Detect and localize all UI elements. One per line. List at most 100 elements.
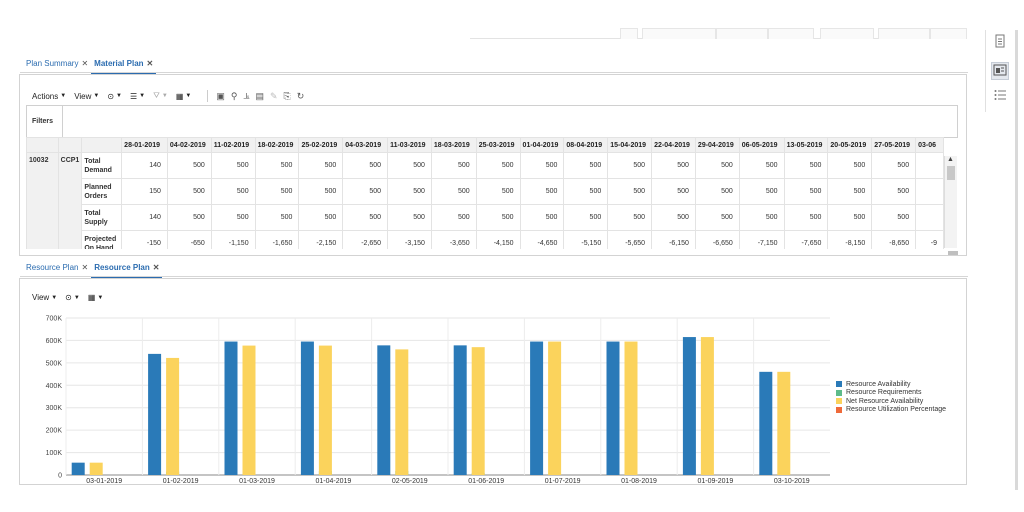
value-cell[interactable] (915, 152, 944, 179)
date-column-header[interactable]: 27-05-2019 (871, 137, 917, 153)
export-icon[interactable]: ▤ (255, 90, 264, 101)
layout-icon[interactable] (991, 62, 1009, 80)
legend-item[interactable]: Resource Utilization Percentage (836, 406, 946, 415)
toolbar-segment[interactable] (642, 28, 716, 39)
list-icon[interactable] (992, 88, 1008, 104)
date-column-header[interactable]: 20-05-2019 (827, 137, 873, 153)
detach-icon[interactable]: ⊙ ▼ (107, 91, 122, 101)
date-column-header[interactable]: 28-01-2019 (121, 137, 168, 153)
date-column-header[interactable]: 15-04-2019 (607, 137, 653, 153)
value-cell[interactable]: -5,650 (607, 230, 653, 249)
value-cell[interactable]: 500 (738, 152, 785, 179)
calculator-icon[interactable]: ▦ ▼ (175, 91, 192, 101)
value-cell[interactable]: 500 (783, 204, 829, 231)
value-cell[interactable]: 500 (607, 152, 653, 179)
date-column-header[interactable]: 22-04-2019 (651, 137, 696, 153)
tab-resource-plan-active[interactable]: Resource Plan ✕ (91, 262, 163, 278)
chart-icon[interactable]: ⫡ (243, 90, 250, 101)
value-cell[interactable]: 500 (694, 204, 740, 231)
value-cell[interactable]: 500 (298, 152, 344, 179)
document-icon[interactable] (992, 34, 1008, 50)
value-cell[interactable]: 500 (430, 178, 477, 205)
date-column-header[interactable]: 04-02-2019 (166, 137, 212, 153)
calculator-icon[interactable]: ▦ ▼ (87, 293, 104, 302)
date-column-header[interactable]: 18-02-2019 (254, 137, 300, 153)
value-cell[interactable]: -4,150 (475, 230, 521, 249)
value-cell[interactable]: 500 (298, 204, 344, 231)
value-cell[interactable]: 500 (387, 178, 432, 205)
value-cell[interactable]: 500 (694, 178, 740, 205)
value-cell[interactable]: 500 (342, 204, 389, 231)
value-cell[interactable]: -7,150 (738, 230, 785, 249)
value-cell[interactable]: 500 (783, 178, 829, 205)
view-menu[interactable]: View ▼ (32, 293, 57, 302)
value-cell[interactable]: 500 (783, 152, 829, 179)
value-cell[interactable]: 500 (607, 178, 653, 205)
pin-icon[interactable]: ⚲ (230, 90, 238, 101)
detach-icon[interactable]: ⊙ ▼ (65, 293, 80, 302)
close-icon[interactable]: ✕ (146, 59, 154, 68)
legend-item[interactable]: Net Resource Availability (836, 397, 946, 406)
chevron-up-icon[interactable]: ▲ (947, 156, 954, 163)
toolbar-segment[interactable] (768, 28, 814, 39)
value-cell[interactable]: 500 (651, 204, 696, 231)
value-cell[interactable]: 500 (166, 178, 212, 205)
value-cell[interactable]: 500 (298, 178, 344, 205)
value-cell[interactable]: -6,150 (651, 230, 696, 249)
value-cell[interactable]: 500 (871, 178, 917, 205)
value-cell[interactable]: 500 (254, 204, 300, 231)
value-cell[interactable]: 500 (519, 178, 565, 205)
date-column-header[interactable]: 01-04-2019 (519, 137, 565, 153)
date-column-header[interactable]: 04-03-2019 (342, 137, 389, 153)
date-column-header[interactable]: 25-03-2019 (475, 137, 521, 153)
value-cell[interactable]: 500 (651, 152, 696, 179)
close-icon[interactable]: ✕ (81, 263, 89, 272)
value-cell[interactable]: 500 (254, 178, 300, 205)
legend-item[interactable]: Resource Requirements (836, 389, 946, 398)
value-cell[interactable]: -2,150 (298, 230, 344, 249)
value-cell[interactable]: -4,650 (519, 230, 565, 249)
value-cell[interactable]: 500 (210, 152, 256, 179)
value-cell[interactable]: 500 (563, 152, 609, 179)
value-cell[interactable]: 500 (166, 204, 212, 231)
value-cell[interactable]: 500 (430, 204, 477, 231)
date-column-header[interactable]: 11-02-2019 (210, 137, 256, 153)
page-scrollbar[interactable] (1015, 30, 1018, 490)
tab-resource-plan[interactable]: Resource Plan ✕ (23, 262, 91, 276)
value-cell[interactable]: 500 (475, 178, 521, 205)
filter-icon[interactable]: ⛛ ▼ (153, 91, 168, 100)
value-cell[interactable]: 150 (121, 178, 168, 205)
value-cell[interactable]: 500 (694, 152, 740, 179)
toolbar-segment[interactable] (716, 28, 768, 39)
save-icon[interactable]: ▣ (216, 90, 225, 101)
grid-scrollbar[interactable]: ▲ (944, 156, 957, 248)
value-cell[interactable] (915, 178, 944, 205)
value-cell[interactable]: -150 (121, 230, 168, 249)
value-cell[interactable]: 500 (738, 204, 785, 231)
date-column-header[interactable]: 13-05-2019 (783, 137, 829, 153)
date-column-header[interactable]: 18-03-2019 (430, 137, 477, 153)
value-cell[interactable]: 500 (563, 204, 609, 231)
value-cell[interactable]: 500 (210, 178, 256, 205)
toolbar-segment[interactable] (620, 28, 638, 39)
value-cell[interactable]: 500 (563, 178, 609, 205)
value-cell[interactable]: 500 (827, 178, 873, 205)
value-cell[interactable]: 500 (738, 178, 785, 205)
refresh-icon[interactable]: ↻ (296, 90, 305, 101)
column-icon[interactable]: ☰ ▼ (130, 91, 146, 101)
edit-icon[interactable]: ✎ (269, 90, 278, 101)
value-cell[interactable]: 500 (342, 152, 389, 179)
value-cell[interactable]: 500 (519, 204, 565, 231)
value-cell[interactable]: -9 (915, 230, 944, 249)
grid-splitter[interactable] (948, 251, 958, 255)
value-cell[interactable]: 500 (475, 152, 521, 179)
value-cell[interactable]: -8,150 (827, 230, 873, 249)
close-icon[interactable]: ✕ (81, 59, 89, 68)
value-cell[interactable]: -8,650 (871, 230, 917, 249)
value-cell[interactable]: 500 (210, 204, 256, 231)
tab-plan-summary[interactable]: Plan Summary ✕ (23, 58, 91, 72)
value-cell[interactable]: -2,650 (342, 230, 389, 249)
date-column-header[interactable]: 25-02-2019 (298, 137, 344, 153)
scroll-thumb[interactable] (947, 166, 955, 180)
value-cell[interactable]: 500 (387, 152, 432, 179)
